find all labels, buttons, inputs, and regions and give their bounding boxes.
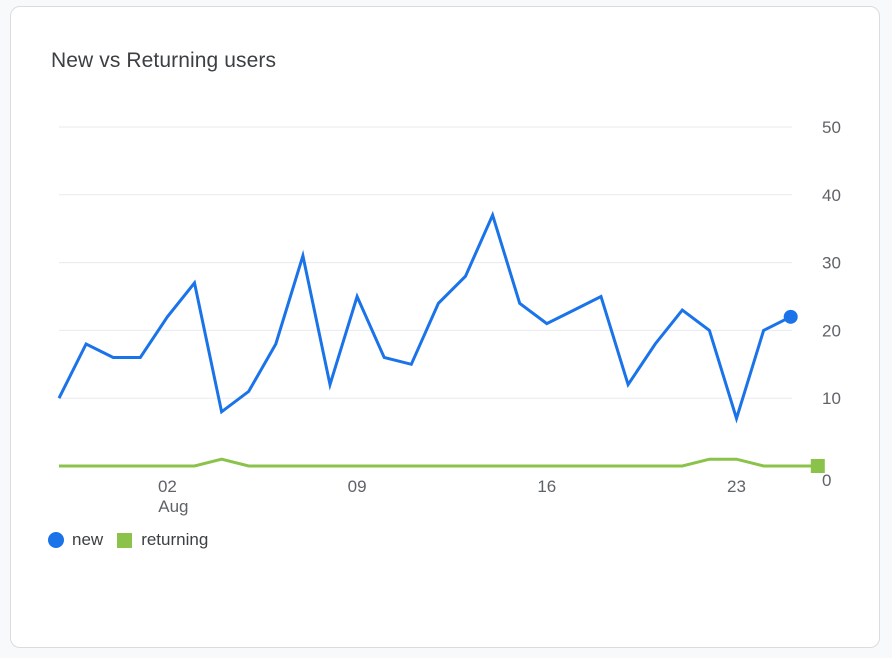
legend-marker-returning bbox=[117, 532, 133, 548]
x-tick-sublabel: Aug bbox=[158, 497, 188, 516]
series-end-marker-new[interactable] bbox=[783, 309, 798, 324]
series-line-new[interactable] bbox=[57, 210, 792, 424]
x-tick-label: 23 bbox=[727, 477, 746, 496]
x-tick-label: 16 bbox=[537, 477, 556, 496]
series-line-returning[interactable] bbox=[59, 457, 818, 468]
grid-lines bbox=[59, 126, 792, 399]
y-axis-labels: 0 10 20 30 40 50 bbox=[822, 118, 841, 490]
series-group bbox=[57, 210, 825, 473]
legend-item-new[interactable]: new bbox=[48, 530, 103, 550]
y-tick-label: 40 bbox=[822, 186, 841, 205]
y-tick-label: 0 bbox=[822, 471, 831, 490]
x-tick-label: 02 bbox=[158, 477, 177, 496]
y-tick-label: 10 bbox=[822, 389, 841, 408]
legend-label-new: new bbox=[72, 530, 104, 549]
y-tick-label: 50 bbox=[822, 118, 841, 137]
chart-card: New vs Returning users bbox=[10, 6, 880, 648]
legend-label-returning: returning bbox=[141, 530, 209, 549]
x-tick-label: 09 bbox=[348, 477, 367, 496]
series-end-marker-returning[interactable] bbox=[810, 459, 825, 473]
legend-marker-new bbox=[48, 532, 64, 548]
y-tick-label: 20 bbox=[822, 321, 841, 340]
y-tick-label: 30 bbox=[822, 254, 841, 273]
legend-item-returning[interactable]: returning bbox=[117, 530, 208, 550]
chart-legend: new returning bbox=[48, 530, 222, 550]
card-title: New vs Returning users bbox=[51, 49, 277, 72]
